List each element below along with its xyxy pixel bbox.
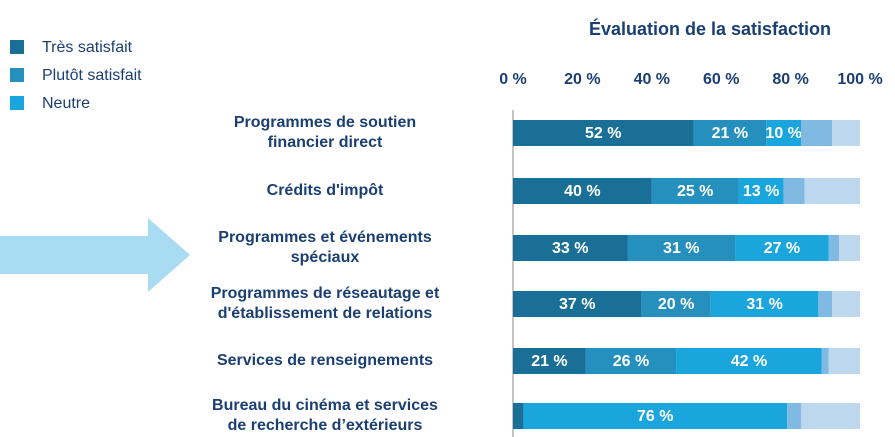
- value-label: 25 %: [677, 183, 713, 200]
- legend-label: Très satisfait: [42, 39, 133, 56]
- x-tick-label: 40 %: [634, 71, 670, 88]
- bar-segment: [641, 291, 711, 317]
- bar-segment: [627, 235, 736, 261]
- bar-segment: [513, 348, 586, 374]
- bar-segment: [832, 120, 860, 146]
- bar-segment: [801, 120, 833, 146]
- bar-segment: [828, 235, 840, 261]
- bar-segment: [651, 178, 739, 204]
- bar-segment: [804, 178, 860, 204]
- value-label: 21 %: [712, 125, 748, 142]
- category-label: Programmes et événements spéciaux: [218, 229, 432, 266]
- x-tick-label: 80 %: [772, 71, 808, 88]
- bar-segment: [710, 291, 819, 317]
- bar-segment: [513, 403, 524, 429]
- category-label: Services de renseignements: [216, 352, 434, 369]
- x-tick-label: 60 %: [703, 71, 739, 88]
- bar-segment: [735, 235, 829, 261]
- arrow: [0, 218, 190, 292]
- bar-segment: [585, 348, 677, 374]
- value-label: 37 %: [559, 296, 595, 313]
- bar-segment: [766, 120, 802, 146]
- value-label: 20 %: [658, 296, 694, 313]
- legend-label: Plutôt satisfait: [42, 67, 142, 84]
- bar-segment: [513, 120, 694, 146]
- bar-segment: [783, 178, 805, 204]
- bar-segment: [523, 403, 788, 429]
- category-label: Crédits d'impôt: [266, 182, 384, 199]
- category-label: Bureau du cinéma et services de recherch…: [212, 397, 438, 434]
- bar-segment: [828, 348, 860, 374]
- legend-swatch: [10, 68, 24, 82]
- bar-segment: [693, 120, 767, 146]
- x-tick-label: 20 %: [564, 71, 600, 88]
- value-label: 10 %: [765, 125, 801, 142]
- bar-segment: [832, 291, 860, 317]
- bar-segment: [676, 348, 822, 374]
- chart-title: Évaluation de la satisfaction: [589, 18, 831, 39]
- value-label: 76 %: [637, 408, 673, 425]
- category-label: Programmes de réseautage et d'établissem…: [210, 285, 440, 322]
- bar-segment: [513, 178, 652, 204]
- bar-segment: [787, 403, 802, 429]
- bar-segment: [513, 291, 642, 317]
- legend-label: Neutre: [42, 95, 90, 112]
- x-tick-label: 0 %: [499, 71, 527, 88]
- value-label: 31 %: [746, 296, 782, 313]
- value-label: 42 %: [731, 353, 767, 370]
- value-label: 31 %: [663, 240, 699, 257]
- bar-segment: [801, 403, 860, 429]
- bar-segment: [818, 291, 833, 317]
- value-label: 13 %: [743, 183, 779, 200]
- legend-swatch: [10, 96, 24, 110]
- bar-segment: [513, 235, 628, 261]
- value-label: 26 %: [613, 353, 649, 370]
- bar-segment: [738, 178, 784, 204]
- bar-segment: [839, 235, 860, 261]
- category-label: Programmes de soutien financier direct: [233, 114, 417, 151]
- legend-swatch: [10, 40, 24, 54]
- x-tick-label: 100 %: [837, 71, 882, 88]
- value-label: 52 %: [585, 125, 621, 142]
- value-label: 27 %: [764, 240, 800, 257]
- value-label: 21 %: [531, 353, 567, 370]
- value-label: 40 %: [564, 183, 600, 200]
- bar-segment: [821, 348, 829, 374]
- value-label: 33 %: [552, 240, 588, 257]
